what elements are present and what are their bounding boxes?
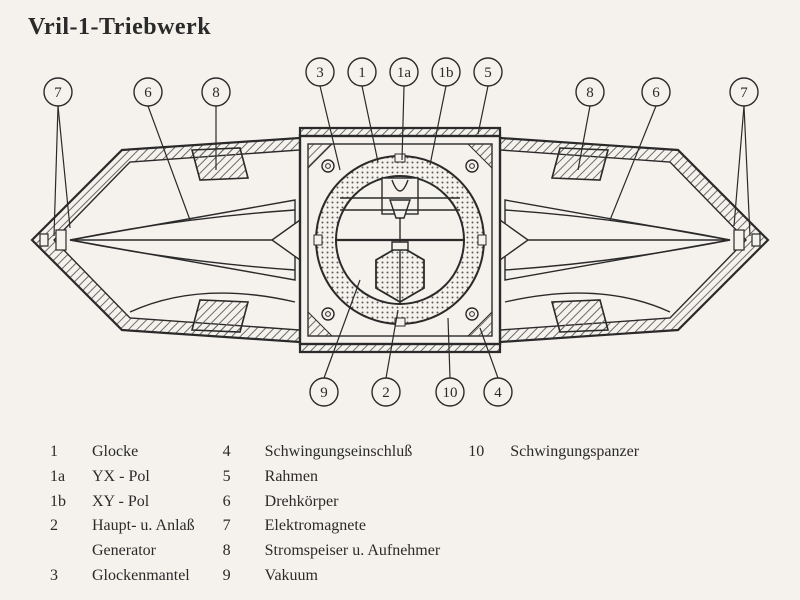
legend-text: Stromspeiser u. Aufnehmer: [265, 539, 441, 564]
svg-text:6: 6: [144, 85, 152, 101]
svg-text:1a: 1a: [397, 65, 412, 81]
svg-text:3: 3: [316, 65, 324, 81]
legend-num: 1a: [50, 465, 78, 490]
legend-item: 10 Schwingungspanzer: [468, 440, 639, 465]
legend-num: 2: [50, 514, 78, 539]
legend-item: 9 Vakuum: [223, 564, 441, 589]
legend-num: 10: [468, 440, 496, 465]
legend-num: 4: [223, 440, 251, 465]
legend-text: Schwingungspanzer: [510, 440, 639, 465]
legend-num: 3: [50, 564, 78, 589]
page-title: Vril-1-Triebwerk: [28, 14, 211, 41]
legend-item: 4 Schwingungseinschluß: [223, 440, 441, 465]
legend-item: 1b XY - Pol: [50, 490, 195, 515]
svg-text:2: 2: [382, 385, 390, 401]
svg-text:8: 8: [586, 85, 594, 101]
legend-column: 4Schwingungseinschluß5Rahmen6Drehkörper7…: [223, 440, 441, 589]
legend-num: 6: [223, 490, 251, 515]
legend-column: 10 Schwingungspanzer: [468, 440, 639, 589]
legend-item: 2 Haupt- u. Anlaß: [50, 514, 195, 539]
svg-text:1: 1: [358, 65, 366, 81]
legend-item: Generator: [50, 539, 195, 564]
svg-text:5: 5: [484, 65, 492, 81]
legend-num: 8: [223, 539, 251, 564]
legend-text: Haupt- u. Anlaß: [92, 514, 195, 539]
legend-item: 5 Rahmen: [223, 465, 441, 490]
svg-text:9: 9: [320, 385, 328, 401]
legend-item: 7 Elektromagnete: [223, 514, 441, 539]
legend-num: 1: [50, 440, 78, 465]
legend-text: Drehkörper: [265, 490, 339, 515]
svg-text:7: 7: [54, 85, 62, 101]
svg-text:4: 4: [494, 385, 502, 401]
legend-text: Vakuum: [265, 564, 318, 589]
svg-text:8: 8: [212, 85, 220, 101]
legend-item: 3 Glockenmantel: [50, 564, 195, 589]
legend-text: Schwingungseinschluß: [265, 440, 413, 465]
legend-text: Glockenmantel: [92, 564, 190, 589]
legend-num: [50, 539, 78, 564]
legend-num: 1b: [50, 490, 78, 515]
legend-item: 8 Stromspeiser u. Aufnehmer: [223, 539, 441, 564]
svg-text:1b: 1b: [439, 65, 454, 81]
legend-item: 1a YX - Pol: [50, 465, 195, 490]
legend-item: 6 Drehkörper: [223, 490, 441, 515]
legend-num: 9: [223, 564, 251, 589]
legend: 1 Glocke 1a YX - Pol 1b XY - Pol 2 Haupt- u. An…: [50, 440, 780, 589]
svg-text:6: 6: [652, 85, 660, 101]
diagram: 7 6 8 3 1 1a 1b 5 8 6 7 9 2 10 4: [0, 50, 800, 430]
legend-text: Rahmen: [265, 465, 318, 490]
legend-text: XY - Pol: [92, 490, 149, 515]
legend-text: YX - Pol: [92, 465, 150, 490]
legend-item: 1 Glocke: [50, 440, 195, 465]
legend-text: Glocke: [92, 440, 138, 465]
legend-num: 5: [223, 465, 251, 490]
legend-column: 1 Glocke 1a YX - Pol 1b XY - Pol 2 Haupt- u. An…: [50, 440, 195, 589]
legend-text: Generator: [92, 539, 156, 564]
svg-text:10: 10: [443, 385, 458, 401]
svg-text:7: 7: [740, 85, 748, 101]
legend-num: 7: [223, 514, 251, 539]
legend-text: Elektromagnete: [265, 514, 366, 539]
